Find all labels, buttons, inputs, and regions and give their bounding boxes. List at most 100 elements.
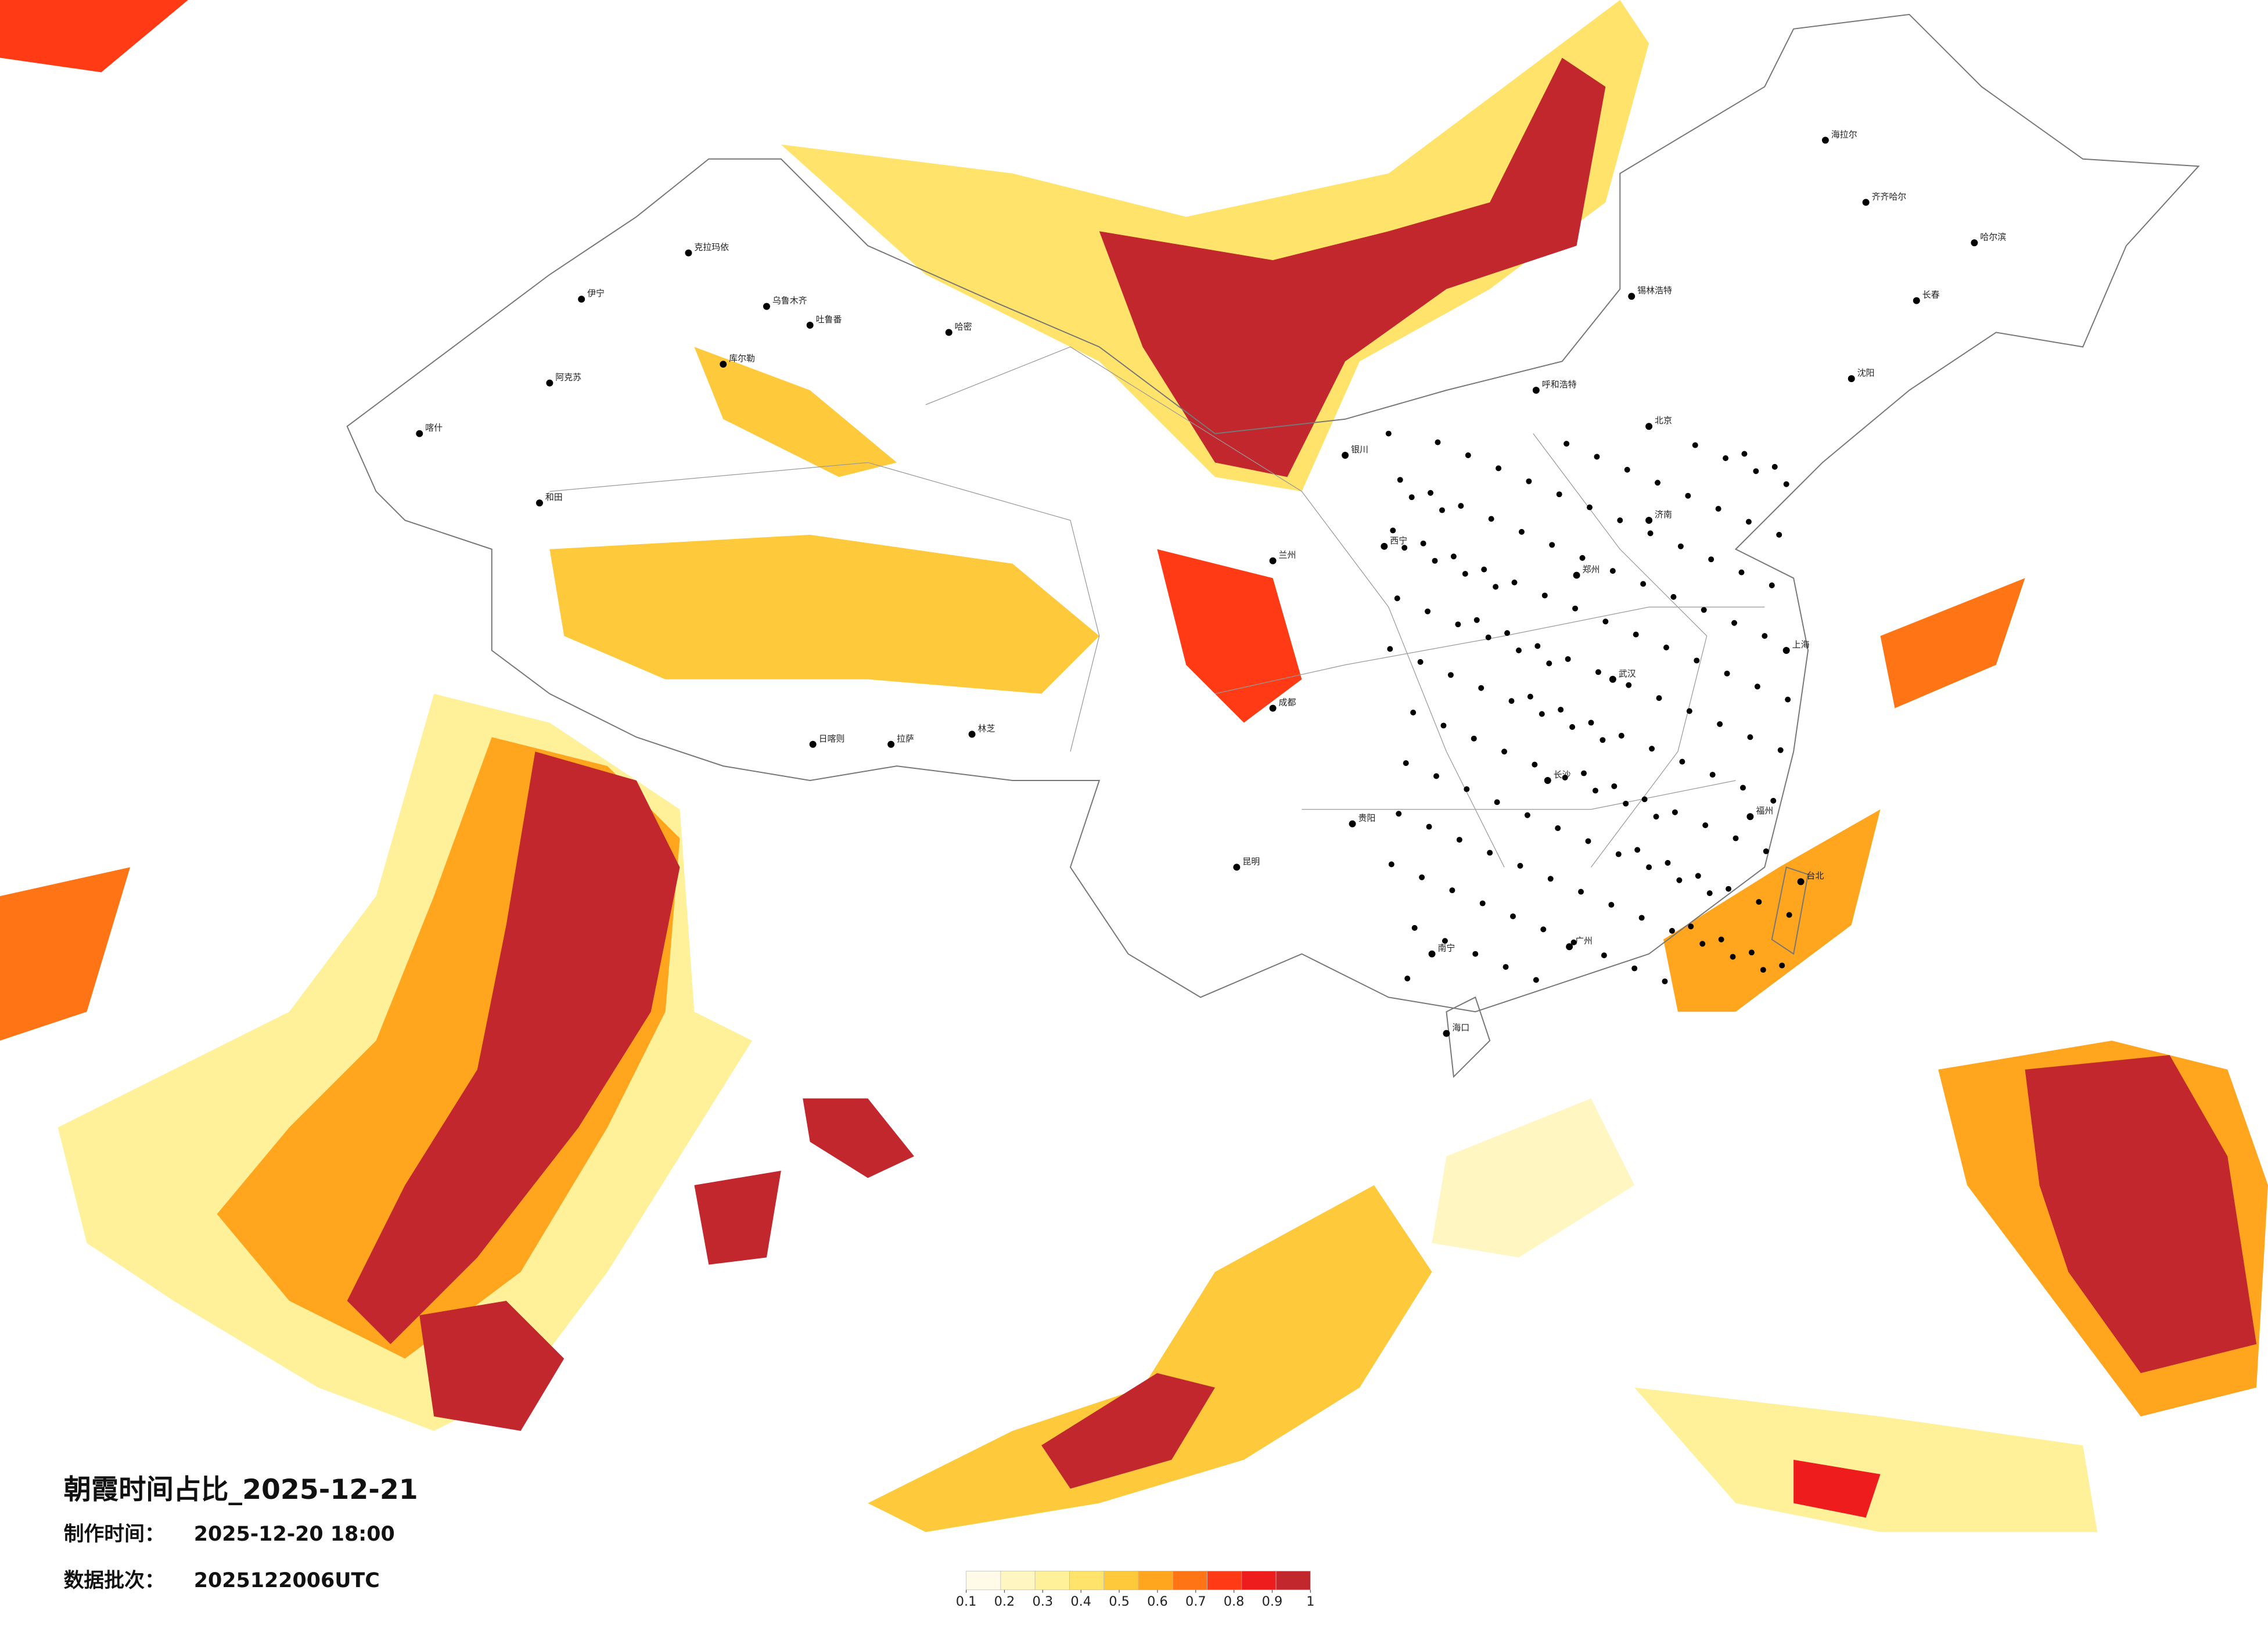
station-dot <box>1401 545 1408 551</box>
station-dot <box>1563 441 1570 447</box>
station-dot <box>1404 976 1411 981</box>
station-dot <box>1387 646 1393 652</box>
station-dot <box>1578 888 1584 895</box>
station-dot <box>1741 451 1748 457</box>
map-title: 朝霞时间占比_2025-12-21 <box>64 1474 418 1506</box>
city-dot <box>1381 542 1388 550</box>
city-label: 呼和浩特 <box>1542 379 1577 390</box>
station-dot <box>1488 516 1494 522</box>
city-dot <box>763 303 770 310</box>
legend-swatch <box>1275 1571 1311 1591</box>
field <box>1157 549 1302 723</box>
city-label: 台北 <box>1807 870 1824 881</box>
station-dot <box>1440 722 1447 729</box>
station-dot <box>1653 814 1659 820</box>
city-label: 长沙 <box>1554 769 1571 780</box>
field <box>1663 809 1881 1012</box>
city-label: 长春 <box>1922 290 1940 300</box>
station-dot <box>1726 886 1732 892</box>
city-label: 武汉 <box>1619 668 1636 679</box>
legend-tick-label: 0.2 <box>994 1594 1015 1609</box>
city-dot <box>1269 557 1277 564</box>
station-dot <box>1487 850 1493 856</box>
city-dot <box>578 296 585 303</box>
city-dot <box>968 731 976 738</box>
city-dot <box>1848 375 1855 383</box>
station-dot <box>1532 761 1538 768</box>
station-dot <box>1646 864 1652 870</box>
province-lines <box>549 346 1765 868</box>
station-dot <box>1731 620 1738 626</box>
city-dot <box>806 322 814 329</box>
station-dot <box>1515 647 1522 653</box>
field <box>781 0 1649 492</box>
city-dot <box>1544 777 1551 784</box>
station-dot <box>1706 890 1713 897</box>
province-line <box>1302 780 1736 810</box>
station-dot <box>1501 749 1508 755</box>
station-dot <box>1585 838 1591 844</box>
station-dot <box>1594 454 1600 460</box>
city-dot <box>546 379 553 387</box>
station-dot <box>1546 660 1552 667</box>
station-dot <box>1676 877 1683 883</box>
station-dot <box>1647 530 1654 537</box>
station-dot <box>1442 938 1448 944</box>
station-dot <box>1717 721 1723 727</box>
station-dot <box>1511 580 1518 585</box>
city-dot <box>1349 820 1356 828</box>
station-dot <box>1724 670 1730 677</box>
station-dot <box>1534 643 1541 649</box>
city-dot <box>1428 950 1436 958</box>
station-dot <box>1624 466 1630 473</box>
station-dot <box>1556 491 1562 498</box>
field <box>1099 57 1606 477</box>
station-dot <box>1638 915 1645 921</box>
station-dot <box>1748 949 1755 956</box>
legend-swatch <box>1000 1571 1036 1591</box>
legend-tick-label: 0.3 <box>1033 1594 1054 1609</box>
field <box>1634 1387 2098 1533</box>
station-dot <box>1450 553 1457 560</box>
legend-tick-label: 0.5 <box>1109 1594 1130 1609</box>
batch-label: 数据批次： <box>64 1569 165 1592</box>
city-dot <box>1797 878 1805 886</box>
city-label: 锡林浩特 <box>1637 285 1672 296</box>
field <box>419 1301 565 1431</box>
station-dot <box>1432 557 1438 564</box>
station-dot <box>1449 887 1455 894</box>
station-dot <box>1655 480 1661 486</box>
legend-tick-label: 0.4 <box>1070 1594 1091 1609</box>
station-dot <box>1408 494 1415 501</box>
station-dot <box>1595 669 1601 675</box>
station-dot <box>1465 452 1471 458</box>
city-label: 海口 <box>1452 1023 1469 1033</box>
field <box>1793 1459 1881 1518</box>
station-dot <box>1634 847 1641 853</box>
station-dot <box>1611 783 1618 789</box>
station-dot <box>1587 504 1593 510</box>
station-dot <box>1626 682 1632 688</box>
made-time-value: 2025-12-20 18:00 <box>194 1523 395 1546</box>
city-dot <box>1913 297 1920 304</box>
station-dot <box>1762 633 1768 639</box>
field <box>1880 578 2025 708</box>
city-label: 库尔勒 <box>729 353 755 364</box>
city-label: 喀什 <box>425 423 443 433</box>
city-label: 林芝 <box>978 723 995 733</box>
station-dot <box>1771 463 1778 470</box>
station-dot <box>1694 657 1700 664</box>
station-dot <box>1718 936 1724 942</box>
station-dot <box>1662 978 1668 984</box>
station-dot <box>1547 876 1554 882</box>
field <box>347 751 680 1344</box>
station-dot <box>1685 492 1691 499</box>
city-label: 北京 <box>1655 415 1672 426</box>
station-dot <box>1410 710 1417 715</box>
station-dot <box>1665 859 1671 866</box>
station-dot <box>1473 617 1480 623</box>
station-dot <box>1747 734 1753 740</box>
station-dot <box>1478 685 1485 691</box>
city-label: 贵阳 <box>1358 813 1376 823</box>
city-dot <box>1573 571 1580 579</box>
